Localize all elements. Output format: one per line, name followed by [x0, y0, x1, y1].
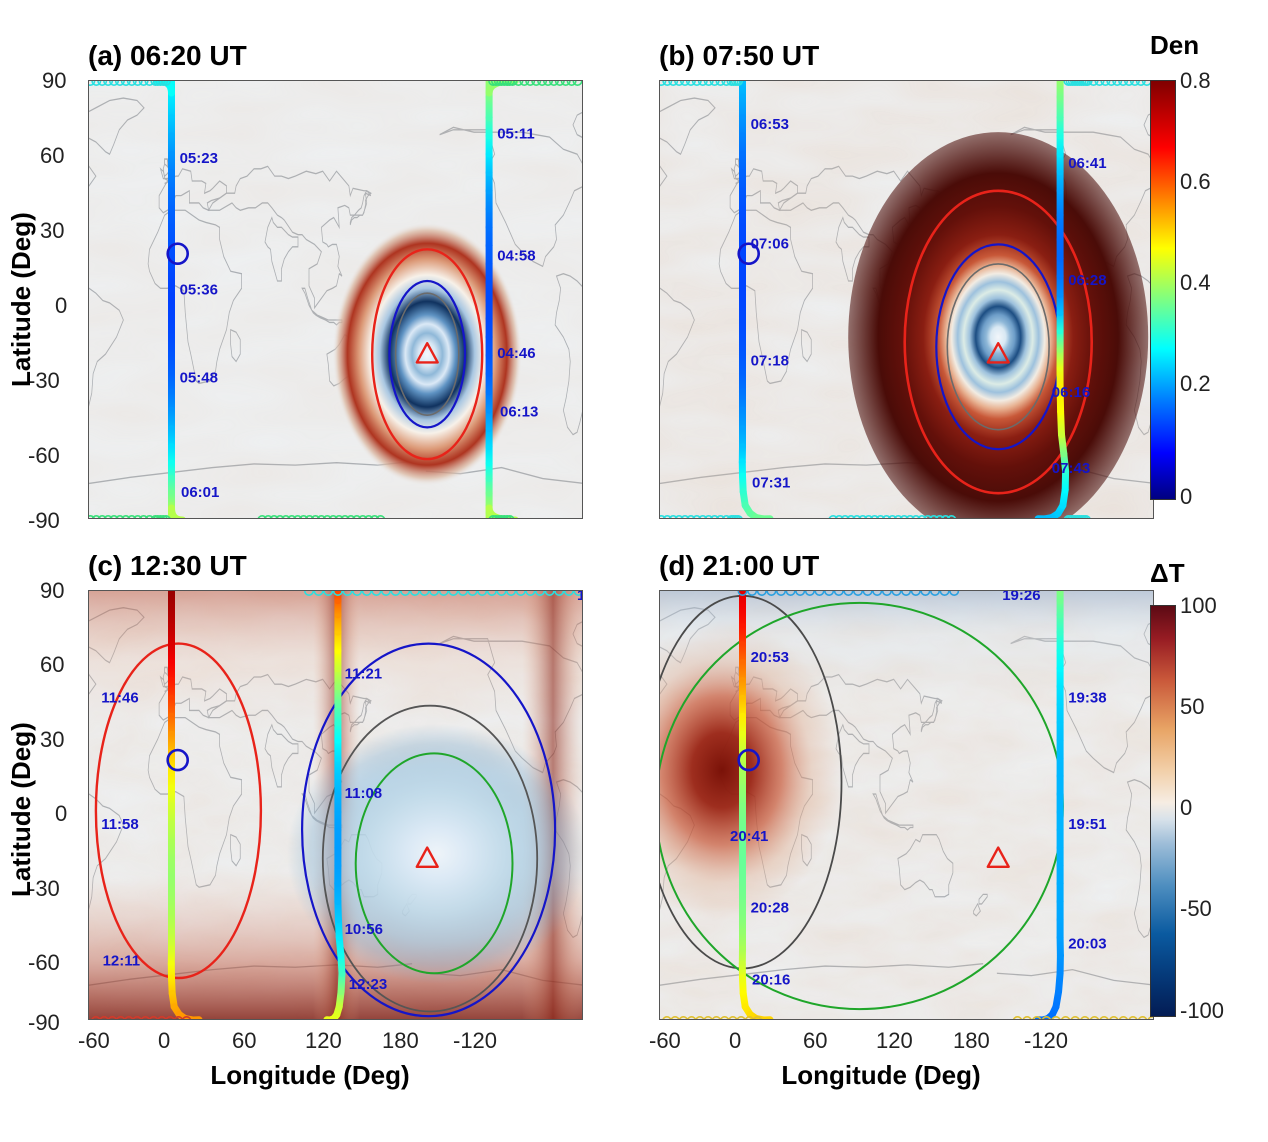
svg-text:12:23: 12:23 — [349, 976, 387, 993]
svg-text:05:36: 05:36 — [180, 282, 218, 299]
svg-text:06:16: 06:16 — [1052, 384, 1090, 401]
svg-text:20:16: 20:16 — [752, 971, 790, 988]
svg-text:10:56: 10:56 — [345, 921, 383, 938]
svg-text:06:13: 06:13 — [500, 404, 538, 421]
svg-text:06:28: 06:28 — [1068, 272, 1106, 289]
svg-text:11:46: 11:46 — [101, 690, 139, 707]
svg-text:06:41: 06:41 — [1068, 155, 1106, 172]
svg-text:05:23: 05:23 — [180, 150, 218, 167]
svg-text:06:53: 06:53 — [751, 116, 789, 133]
svg-text:07:31: 07:31 — [752, 474, 790, 491]
svg-text:11:58: 11:58 — [101, 816, 139, 833]
svg-text:06:01: 06:01 — [181, 484, 219, 501]
svg-text:19:51: 19:51 — [1068, 816, 1106, 833]
svg-text:11:33: 11:33 — [577, 591, 583, 604]
svg-text:20:53: 20:53 — [751, 649, 789, 666]
svg-text:11:08: 11:08 — [345, 785, 383, 802]
svg-text:20:28: 20:28 — [751, 900, 789, 917]
svg-text:11:21: 11:21 — [345, 666, 383, 683]
svg-text:07:06: 07:06 — [751, 235, 789, 252]
svg-text:20:03: 20:03 — [1068, 936, 1106, 953]
svg-text:20:41: 20:41 — [730, 828, 768, 845]
svg-text:05:11: 05:11 — [497, 126, 535, 143]
svg-text:12:11: 12:11 — [103, 952, 141, 969]
svg-text:04:58: 04:58 — [497, 248, 535, 265]
svg-text:04:46: 04:46 — [497, 345, 535, 362]
svg-text:19:38: 19:38 — [1068, 690, 1106, 707]
svg-text:07:43: 07:43 — [1052, 460, 1090, 477]
svg-text:19:26: 19:26 — [1002, 591, 1040, 604]
svg-text:07:18: 07:18 — [751, 353, 789, 370]
svg-text:05:48: 05:48 — [180, 370, 218, 387]
